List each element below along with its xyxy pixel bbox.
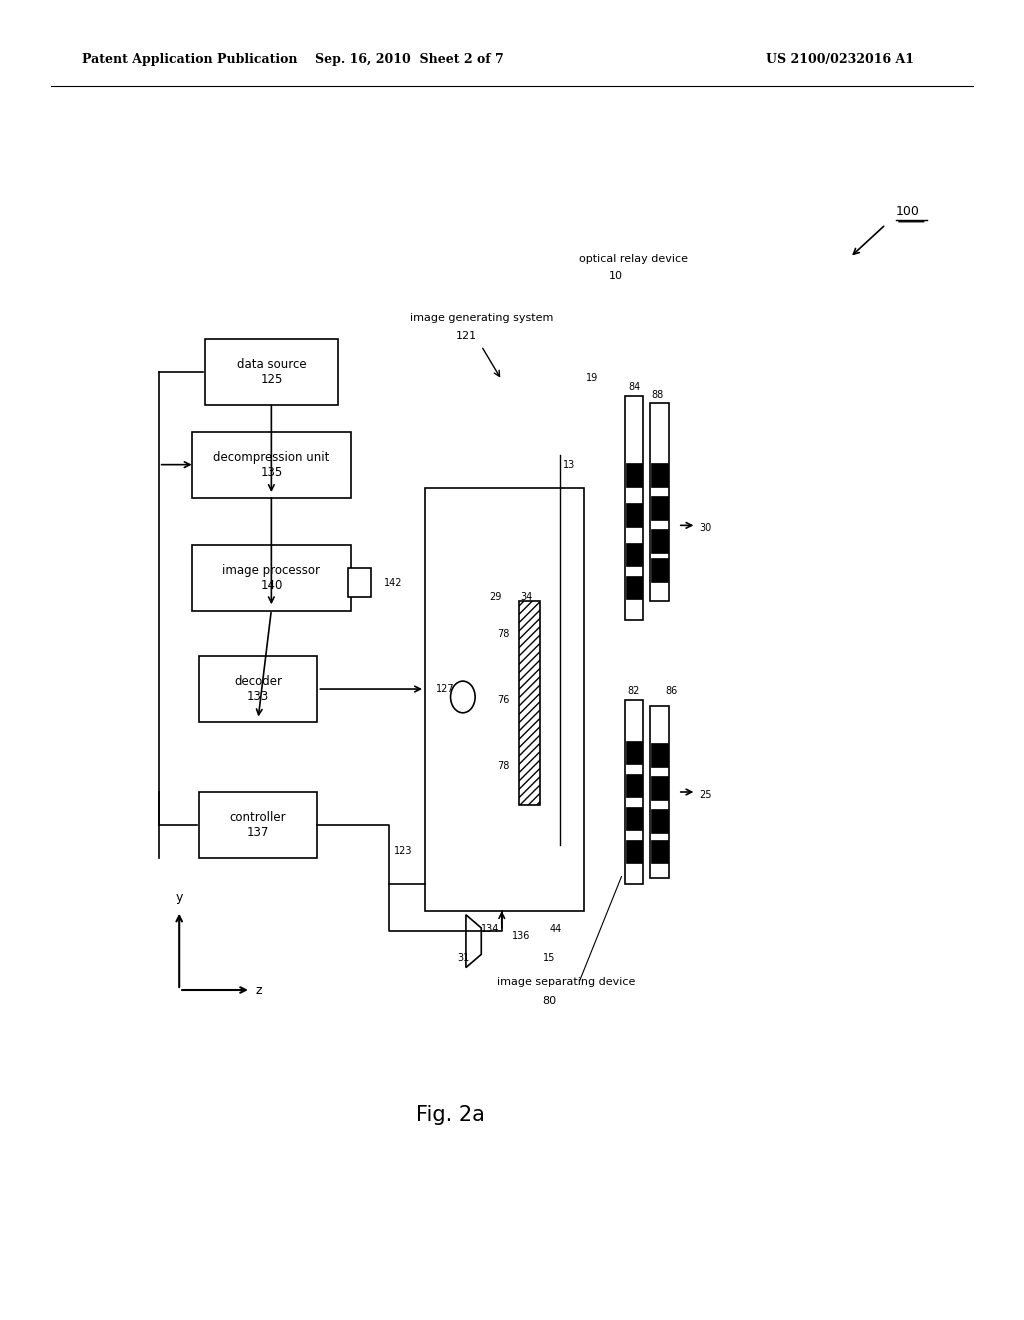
Text: controller
137: controller 137: [229, 810, 287, 840]
Bar: [651, 776, 668, 800]
Text: 142: 142: [384, 578, 402, 589]
Bar: [651, 743, 668, 767]
Bar: [650, 706, 669, 878]
Text: 136: 136: [512, 931, 530, 941]
Bar: [193, 545, 350, 611]
Bar: [626, 463, 642, 487]
Bar: [626, 543, 642, 566]
Text: US 2100/0232016 A1: US 2100/0232016 A1: [766, 53, 913, 66]
Text: 44: 44: [550, 924, 562, 935]
Text: 134: 134: [481, 924, 500, 935]
Text: Patent Application Publication: Patent Application Publication: [82, 53, 297, 66]
Text: z: z: [256, 983, 262, 997]
Text: Sep. 16, 2010  Sheet 2 of 7: Sep. 16, 2010 Sheet 2 of 7: [315, 53, 504, 66]
Bar: [626, 840, 642, 863]
Bar: [626, 576, 642, 599]
Text: 88: 88: [651, 389, 664, 400]
Text: 29: 29: [489, 591, 502, 602]
Text: 82: 82: [628, 685, 640, 696]
Bar: [205, 339, 338, 405]
Bar: [519, 601, 540, 805]
Text: decompression unit
135: decompression unit 135: [213, 450, 330, 479]
Text: 76: 76: [498, 694, 510, 705]
Text: y: y: [175, 891, 183, 904]
Text: 19: 19: [586, 372, 598, 383]
Text: 78: 78: [498, 628, 510, 639]
Text: 15: 15: [543, 953, 555, 964]
Bar: [651, 463, 668, 487]
Bar: [651, 529, 668, 553]
Bar: [625, 700, 643, 884]
Text: 10: 10: [609, 271, 624, 281]
Text: 84: 84: [629, 381, 641, 392]
Bar: [626, 807, 642, 830]
Text: 100: 100: [896, 205, 920, 218]
Bar: [199, 656, 317, 722]
Text: 30: 30: [699, 523, 712, 533]
Text: 34: 34: [520, 591, 532, 602]
Bar: [626, 774, 642, 797]
Bar: [625, 396, 643, 620]
Text: data source
125: data source 125: [237, 358, 306, 387]
Text: 78: 78: [498, 760, 510, 771]
Text: 86: 86: [666, 685, 678, 696]
Text: 25: 25: [699, 789, 712, 800]
Text: image processor
140: image processor 140: [222, 564, 321, 593]
Bar: [626, 741, 642, 764]
Bar: [650, 403, 669, 601]
Text: Fig. 2a: Fig. 2a: [416, 1105, 485, 1126]
Bar: [651, 840, 668, 863]
Text: 13: 13: [563, 459, 575, 470]
Text: image separating device: image separating device: [497, 977, 635, 987]
Polygon shape: [466, 915, 481, 968]
Text: 31: 31: [458, 953, 470, 964]
Text: 80: 80: [543, 995, 557, 1006]
Bar: [651, 558, 668, 582]
Text: 123: 123: [394, 846, 413, 857]
Text: 127: 127: [436, 684, 455, 694]
Bar: [651, 496, 668, 520]
Bar: [199, 792, 317, 858]
Text: optical relay device: optical relay device: [579, 253, 687, 264]
Bar: [348, 568, 371, 597]
Text: decoder
133: decoder 133: [234, 675, 282, 704]
Bar: [425, 488, 584, 911]
Bar: [193, 432, 350, 498]
Text: image generating system: image generating system: [410, 313, 553, 323]
Bar: [626, 503, 642, 527]
Bar: [651, 809, 668, 833]
Text: 121: 121: [456, 330, 477, 341]
